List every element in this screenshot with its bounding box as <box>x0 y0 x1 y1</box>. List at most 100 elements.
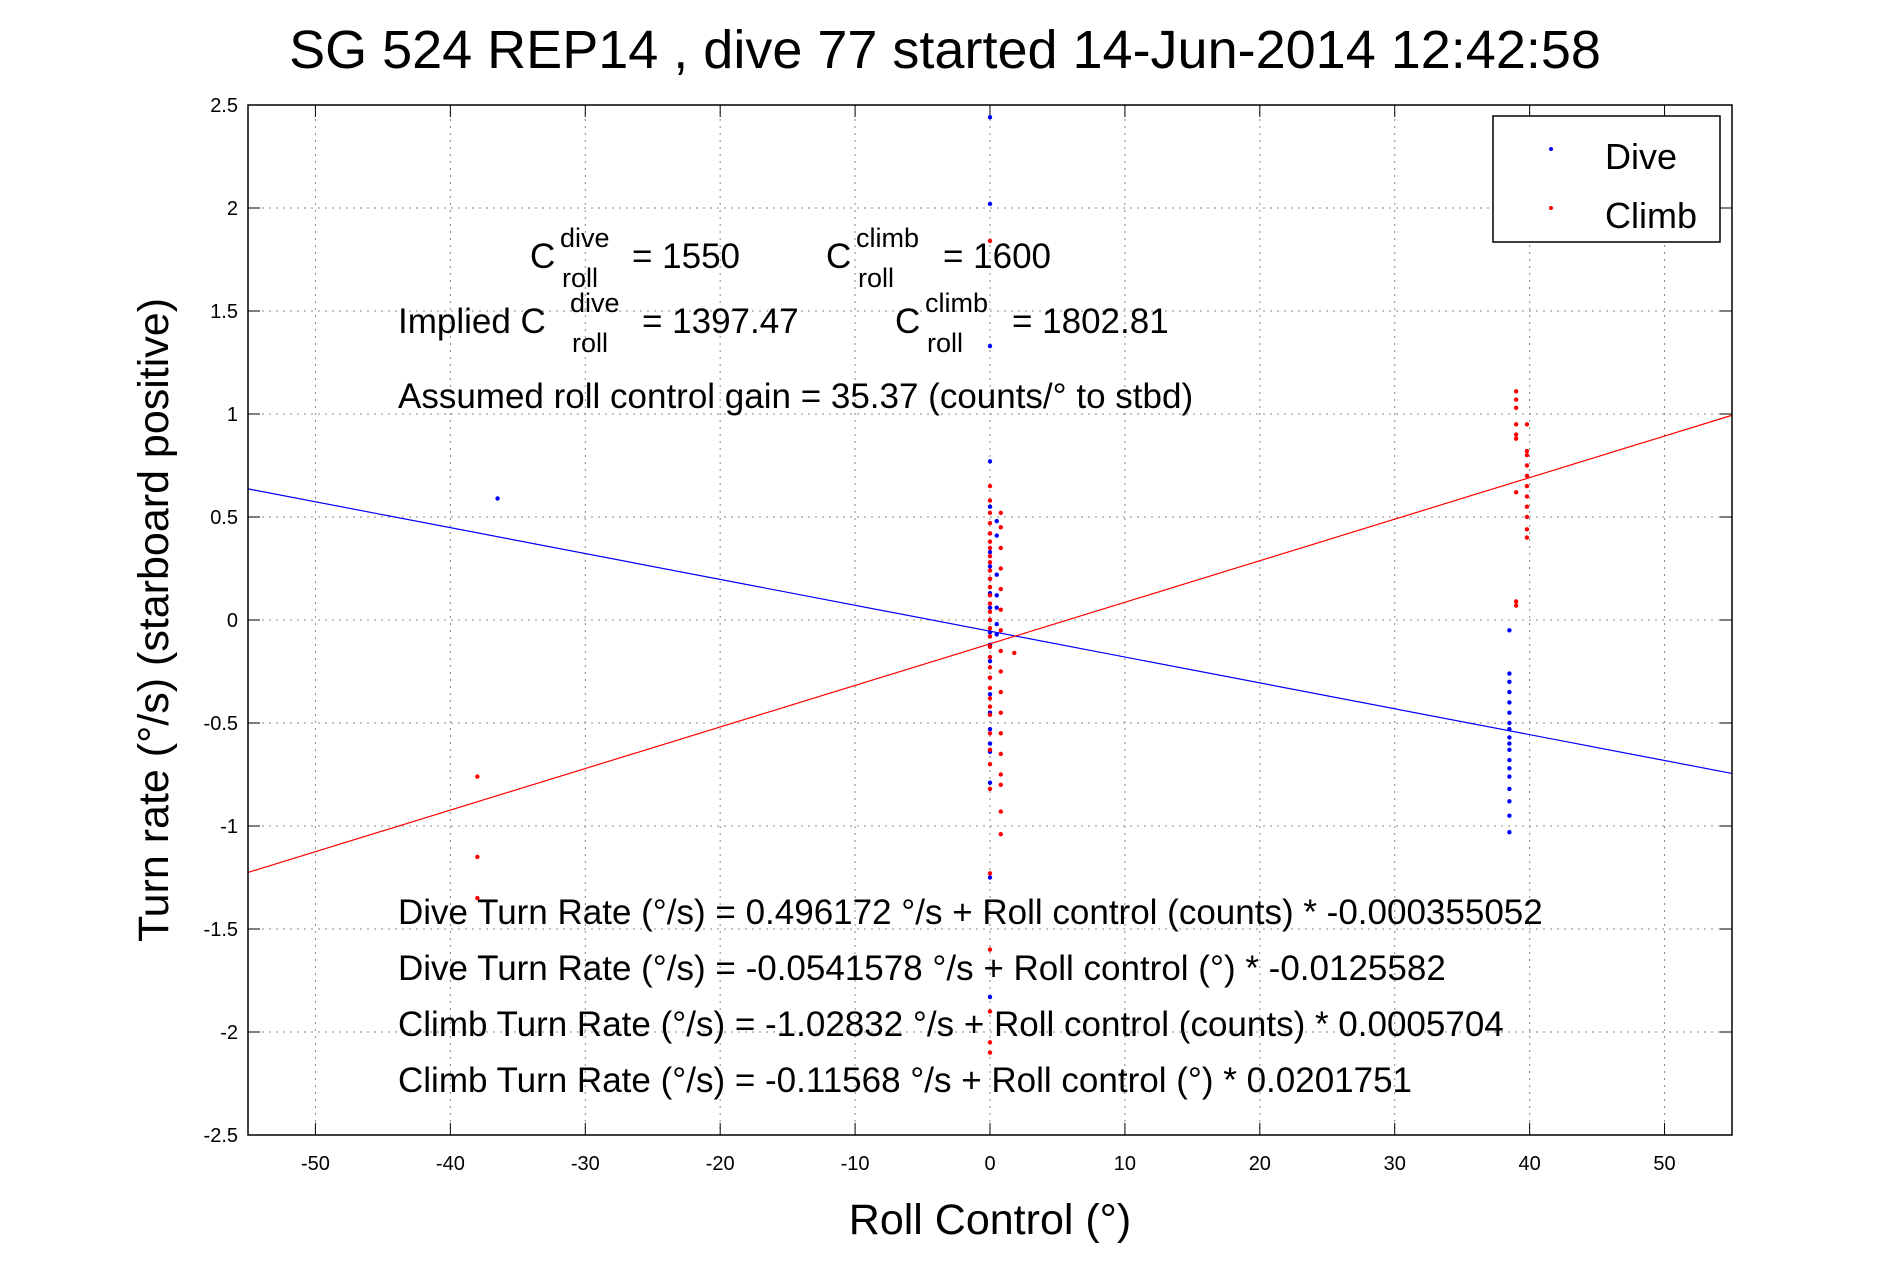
dive-point <box>994 533 999 538</box>
dive-point <box>994 621 999 627</box>
climb-point <box>1524 514 1530 520</box>
legend-box <box>1492 115 1721 243</box>
climb-point <box>987 498 993 503</box>
equation-climb-degrees: Climb Turn Rate (°/s) = -0.11568 °/s + R… <box>398 1061 1412 1100</box>
climb-point <box>1524 535 1530 540</box>
climb-point <box>998 731 1003 736</box>
c-dive-value: = 1550 <box>632 237 740 276</box>
climb-point <box>1524 448 1530 454</box>
climb-point <box>987 560 993 565</box>
climb-point <box>987 539 993 544</box>
dive-point <box>987 691 993 697</box>
c-dive-sup: dive <box>560 223 610 253</box>
implied-climb-base: C <box>895 302 920 341</box>
climb-point <box>987 762 993 767</box>
dive-point <box>1507 813 1512 818</box>
implied-climb-sub: roll <box>927 328 963 358</box>
x-tick-label: -20 <box>706 1153 735 1175</box>
dive-point <box>1507 710 1512 715</box>
dive-point <box>1507 766 1512 771</box>
climb-point <box>998 782 1003 787</box>
climb-point <box>998 689 1003 695</box>
gain-annotation: Assumed roll control gain = 35.37 (count… <box>398 377 1193 416</box>
c-dive-base: C <box>530 237 555 276</box>
climb-point <box>987 1009 993 1014</box>
climb-point <box>987 545 993 551</box>
climb-fit-line <box>247 414 1733 873</box>
dive-point <box>987 504 993 509</box>
climb-point <box>998 669 1003 674</box>
x-tick-label: 30 <box>1384 1153 1406 1175</box>
implied-climb-value: = 1802.81 <box>1012 302 1169 341</box>
climb-point <box>987 654 993 660</box>
dive-point <box>987 994 993 1000</box>
annotation-c-roll: C dive roll = 1550 C climb roll = 1600 <box>530 223 1051 293</box>
climb-point <box>1524 483 1530 489</box>
legend: Dive Climb <box>1492 115 1721 243</box>
axes-box <box>247 104 1733 1136</box>
climb-point <box>987 238 993 244</box>
climb-point <box>1524 494 1530 499</box>
x-tick-label: -30 <box>571 1153 600 1175</box>
y-tick-label: 0.5 <box>210 507 238 529</box>
dive-point <box>1507 628 1512 633</box>
climb-point <box>475 854 480 860</box>
x-tick-labels: -50 -40 -30 -20 -10 0 10 20 30 40 50 <box>301 1153 1676 1175</box>
implied-climb-sup: climb <box>925 288 988 318</box>
c-climb-sup: climb <box>856 223 919 253</box>
dive-point <box>1507 700 1512 705</box>
x-tick-label: 10 <box>1114 1153 1136 1175</box>
x-tick-label: 40 <box>1519 1153 1541 1175</box>
climb-point <box>987 609 993 614</box>
dive-point <box>987 115 993 120</box>
dive-point <box>987 780 993 785</box>
climb-point <box>987 593 993 598</box>
dive-point <box>1507 786 1512 792</box>
climb-point <box>998 832 1003 837</box>
dive-point <box>987 343 993 349</box>
climb-point <box>987 568 993 573</box>
dive-point <box>994 593 999 598</box>
legend-climb-label: Climb <box>1605 195 1697 236</box>
dive-point <box>987 741 993 746</box>
implied-dive-sup: dive <box>570 288 620 318</box>
dive-point <box>987 605 993 610</box>
dive-point <box>1507 829 1512 835</box>
climb-point <box>987 1040 993 1045</box>
climb-point <box>998 809 1003 814</box>
climb-point <box>998 628 1003 633</box>
dive-point <box>1507 735 1512 740</box>
climb-point <box>987 483 993 489</box>
axis-ticks <box>248 104 1732 1136</box>
y-tick-label: 2 <box>227 198 238 220</box>
dive-point <box>1507 720 1512 726</box>
dive-point <box>994 572 999 577</box>
climb-point <box>1513 432 1519 437</box>
climb-point <box>987 1050 993 1055</box>
climb-point <box>1524 463 1530 468</box>
y-tick-label: 0 <box>227 610 238 632</box>
climb-point <box>1524 453 1530 458</box>
dive-point <box>1507 671 1512 676</box>
climb-point <box>1513 389 1519 394</box>
dive-point <box>1507 726 1512 732</box>
climb-point <box>998 772 1003 777</box>
climb-point <box>987 634 993 639</box>
y-tick-label: -0.5 <box>204 713 238 735</box>
x-tick-label: 20 <box>1249 1153 1271 1175</box>
dive-point <box>987 201 993 207</box>
legend-dive-label: Dive <box>1605 136 1677 177</box>
climb-points <box>475 238 1530 1055</box>
climb-point <box>1524 504 1530 509</box>
climb-point <box>998 510 1003 516</box>
climb-point <box>987 731 993 736</box>
y-tick-labels: -2.5 -2 -1.5 -1 -0.5 0 0.5 1 1.5 2 2.5 <box>204 95 238 1147</box>
legend-climb-marker <box>1549 206 1553 210</box>
dive-point <box>1507 679 1512 684</box>
climb-point <box>987 584 993 590</box>
dive-point <box>987 459 993 464</box>
c-climb-value: = 1600 <box>943 237 1051 276</box>
y-tick-label: -1 <box>220 816 238 838</box>
x-tick-label: 0 <box>984 1153 995 1175</box>
